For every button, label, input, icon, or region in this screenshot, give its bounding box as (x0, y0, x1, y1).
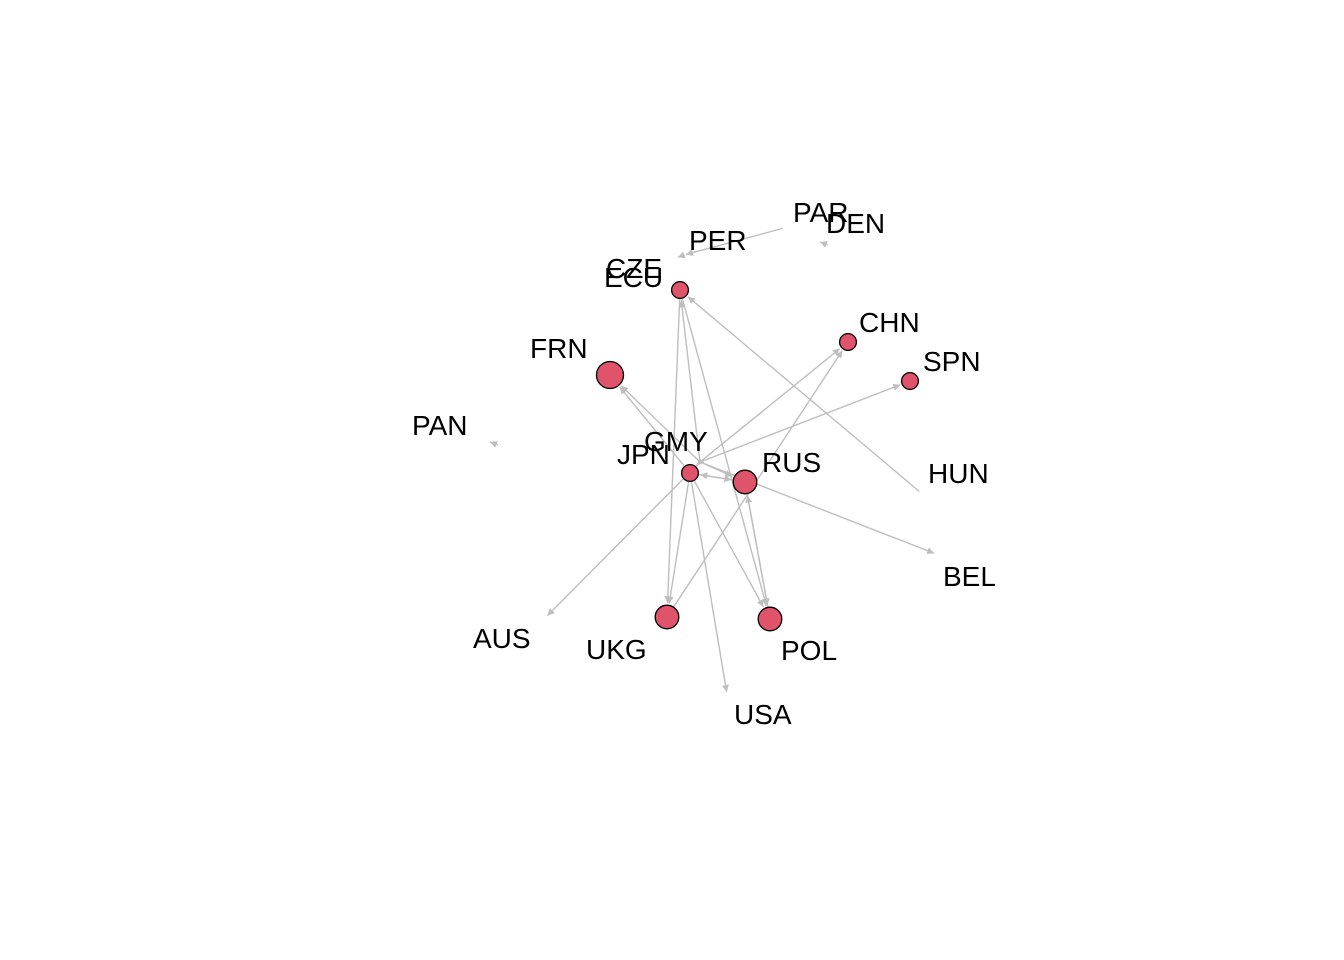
node-label-aus: AUS (473, 623, 531, 654)
edge-per-cze (677, 251, 686, 259)
edge-pan-pan (489, 441, 499, 448)
edge-jpn-ukg (666, 482, 690, 604)
node-label-usa: USA (734, 699, 792, 730)
node-label-bel: BEL (943, 561, 996, 592)
node-label-ecu: ECU (604, 262, 663, 293)
node-ukg (654, 604, 680, 630)
edge-pol-rus (745, 495, 769, 607)
edge-ukg-chn (673, 350, 843, 607)
edge-hun-ecu (687, 296, 920, 492)
node-label-cze: CZE (606, 253, 662, 284)
node-label-par: PAR (793, 197, 849, 228)
node-label-gmy: GMY (644, 426, 708, 457)
node-rus (732, 469, 758, 495)
edge-par-per (685, 227, 784, 257)
edge-ecu-ukg (664, 299, 681, 604)
nodes-layer (595, 280, 920, 632)
edges-layer (489, 227, 935, 693)
node-label-ukg: UKG (586, 634, 647, 665)
node-spn (900, 371, 920, 391)
edge-gmy-frn (620, 385, 700, 462)
node-jpn (680, 463, 700, 483)
node-frn (595, 360, 625, 390)
node-label-per: PER (689, 225, 747, 256)
edge-gmy-chn (700, 348, 841, 462)
node-label-chn: CHN (859, 307, 920, 338)
edge-den-den (819, 241, 829, 248)
node-chn (838, 332, 858, 352)
node-label-hun: HUN (928, 458, 989, 489)
node-label-pan: PAN (412, 410, 468, 441)
edge-jpn-pol (693, 480, 764, 608)
edge-ecu-pol (681, 298, 768, 606)
edge-gmy-ecu (678, 300, 701, 462)
node-label-pol: POL (781, 635, 837, 666)
node-label-jpn: JPN (617, 439, 670, 470)
node-label-frn: FRN (530, 333, 588, 364)
node-pol (757, 606, 783, 632)
edge-gmy-aus (546, 462, 700, 617)
node-label-rus: RUS (762, 447, 821, 478)
edge-gmy-spn (700, 383, 901, 463)
node-ecu (670, 280, 690, 300)
edge-gmy-rus (700, 461, 733, 478)
edge-jpn-usa (690, 482, 729, 693)
node-label-den: DEN (826, 208, 885, 239)
node-label-spn: SPN (923, 346, 981, 377)
edge-rus-jpn (700, 472, 733, 481)
